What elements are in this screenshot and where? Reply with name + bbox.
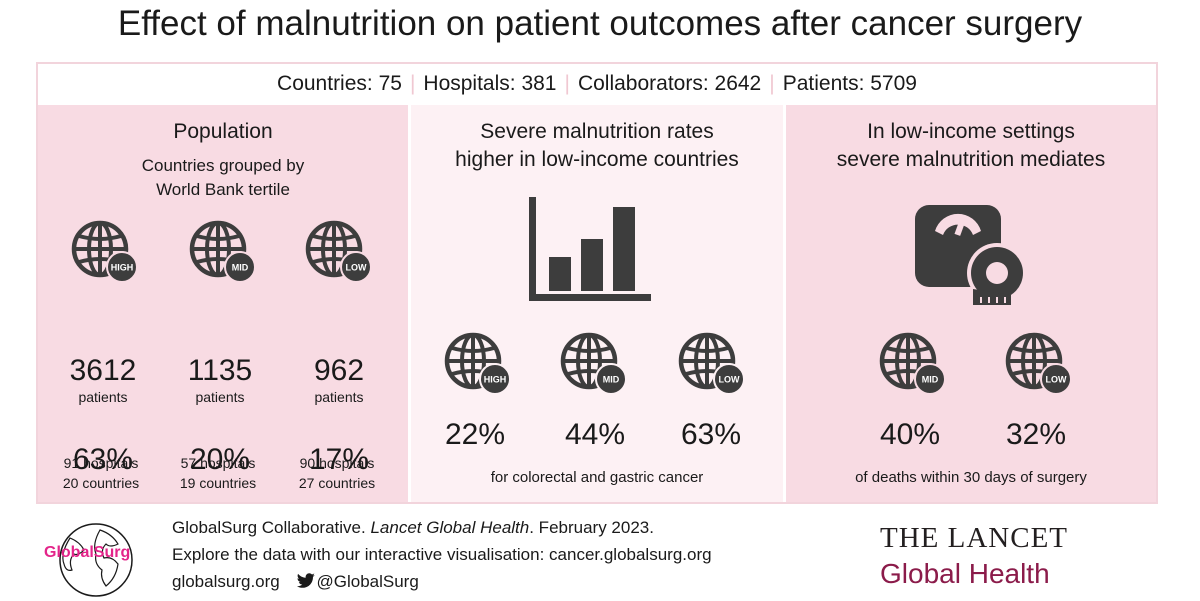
bar-chart-icon xyxy=(529,197,651,301)
panel-title-line2: severe malnutrition mediates xyxy=(836,148,1106,171)
panel-title: Population xyxy=(173,120,273,143)
patient-count: 962 xyxy=(313,354,365,387)
mediation-percent: 40% xyxy=(879,418,941,451)
citation-journal: Lancet Global Health xyxy=(370,518,530,537)
globe-high-income-icon: HIGH xyxy=(443,331,511,395)
income-tag: LOW xyxy=(1046,375,1067,385)
globalsurg-wordmark: GlobalSurg xyxy=(44,544,131,561)
weighing-scale-tape-measure-icon xyxy=(915,205,1027,305)
malnutrition-percent: 22% xyxy=(444,418,506,451)
citation-date: . February 2023. xyxy=(529,518,654,537)
globalsurg-globe-logo xyxy=(59,523,133,597)
patient-count: 1135 xyxy=(187,354,253,387)
patient-count-label: patients xyxy=(78,389,128,405)
explore-link[interactable]: Explore the data with our interactive vi… xyxy=(172,545,712,564)
page-title: Effect of malnutrition on patient outcom… xyxy=(117,4,1083,43)
panel-note: of deaths within 30 days of surgery xyxy=(855,469,1087,486)
stat-collaborators: Collaborators: 2642 xyxy=(577,72,762,95)
social-links: globalsurg.org @GlobalSurg xyxy=(172,570,419,594)
globe-high-income-icon: HIGH xyxy=(70,219,138,283)
panel-subtitle-line2: World Bank tertile xyxy=(156,180,290,199)
stat-separator: | xyxy=(409,72,416,95)
patient-percent: 17% xyxy=(308,443,370,476)
stat-separator: | xyxy=(769,72,775,95)
patient-count-label: patients xyxy=(195,389,245,405)
stat-patients: Patients: 5709 xyxy=(782,72,917,95)
stat-hospitals: Hospitals: 381 xyxy=(423,72,557,95)
panel-malnutrition-rates: Severe malnutrition rates higher in low-… xyxy=(411,105,783,502)
summary-stats: Countries: 75 | Hospitals: 381 | Collaborato… xyxy=(38,64,1156,104)
malnutrition-percent: 63% xyxy=(680,418,742,451)
patient-count: 3612 xyxy=(69,354,137,387)
twitter-handle[interactable]: @GlobalSurg xyxy=(316,572,419,591)
country-count: 20 countries xyxy=(62,475,140,491)
panel-note: for colorectal and gastric cancer xyxy=(490,469,704,486)
panel-title-line2: higher in low-income countries xyxy=(455,148,739,171)
twitter-bird-icon xyxy=(297,573,316,588)
panel-title-line1: In low-income settings xyxy=(867,120,1075,143)
income-tag: MID xyxy=(922,375,939,385)
panel-mediation: In low-income settings severe malnutriti… xyxy=(786,105,1156,502)
income-tag: MID xyxy=(232,263,249,273)
globe-low-income-icon: LOW xyxy=(1004,331,1072,395)
globe-mid-income-icon: MID xyxy=(188,219,256,283)
income-tag: LOW xyxy=(346,263,367,273)
website-link[interactable]: globalsurg.org xyxy=(172,572,280,591)
malnutrition-percent: 44% xyxy=(564,418,626,451)
income-tag: HIGH xyxy=(484,375,507,385)
lancet-logo-line1: THE LANCET xyxy=(880,522,1068,554)
infographic-frame: Countries: 75 | Hospitals: 381 | Collaborato… xyxy=(36,62,1158,504)
stat-countries: Countries: 75 xyxy=(277,72,402,95)
patient-count-label: patients xyxy=(314,389,364,405)
hospital-count: 57 hospitals xyxy=(180,455,256,471)
globe-low-income-icon: LOW xyxy=(304,219,372,283)
globe-mid-income-icon: MID xyxy=(559,331,627,395)
country-count: 19 countries xyxy=(179,475,257,491)
citation: GlobalSurg Collaborative. Lancet Global … xyxy=(172,516,654,540)
panel-subtitle-line1: Countries grouped by xyxy=(141,156,305,175)
hospital-count: 90 hospitals xyxy=(299,455,375,471)
income-tag: MID xyxy=(603,375,620,385)
country-count: 27 countries xyxy=(298,475,376,491)
panel-population: Population Countries grouped by World Ba… xyxy=(38,105,408,502)
lancet-logo-line2: Global Health xyxy=(880,558,1050,589)
hospital-count: 91 hospitals xyxy=(63,455,139,471)
globe-low-income-icon: LOW xyxy=(677,331,745,395)
globe-mid-income-icon: MID xyxy=(878,331,946,395)
income-tag: LOW xyxy=(719,375,740,385)
stat-separator: | xyxy=(564,72,570,95)
patient-percent: 63% xyxy=(72,443,134,476)
patient-percent: 20% xyxy=(189,443,251,476)
mediation-percent: 32% xyxy=(1005,418,1067,451)
income-tag: HIGH xyxy=(111,263,134,273)
panel-title-line1: Severe malnutrition rates xyxy=(480,120,714,143)
citation-author: GlobalSurg Collaborative. xyxy=(172,518,366,537)
